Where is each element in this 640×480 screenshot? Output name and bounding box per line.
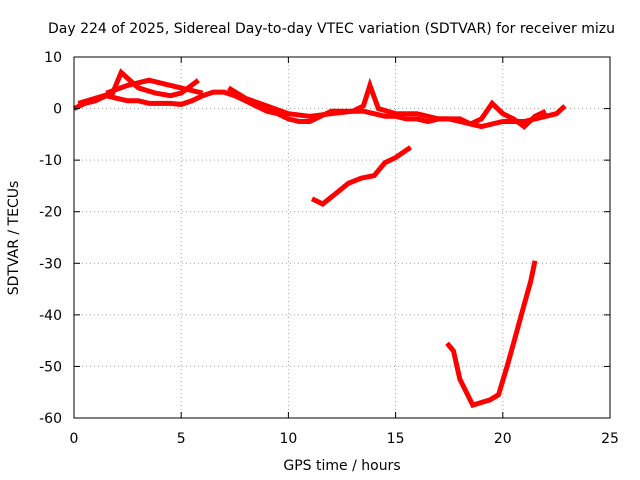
series-line-track-d xyxy=(227,77,547,130)
y-tick-label: -60 xyxy=(39,411,62,427)
y-tick-label: -30 xyxy=(39,256,62,272)
x-tick-label: 20 xyxy=(494,431,512,447)
series-line-track-e xyxy=(310,145,413,207)
y-tick-label: -10 xyxy=(39,153,62,169)
series-line-track-b xyxy=(77,68,200,106)
y-tick-labels: 10 0 -10 -20 -30 -40 -50 -60 xyxy=(39,50,62,427)
x-tick-labels: 0 5 10 15 20 25 xyxy=(70,431,619,447)
y-tick-label: -40 xyxy=(39,308,62,324)
x-tick-label: 25 xyxy=(601,431,619,447)
tick-marks xyxy=(73,56,611,419)
x-tick-label: 0 xyxy=(70,431,79,447)
data-series-group xyxy=(72,68,567,409)
y-tick-label: 10 xyxy=(44,50,62,66)
y-tick-label: -50 xyxy=(39,359,62,375)
series-line-track-c xyxy=(105,77,204,96)
y-tick-label: 0 xyxy=(53,102,62,118)
x-tick-label: 10 xyxy=(279,431,297,447)
y-tick-label: -20 xyxy=(39,205,62,221)
y-axis-label: SDTVAR / TECUs xyxy=(6,181,22,296)
chart-title: Day 224 of 2025, Sidereal Day-to-day VTE… xyxy=(48,21,615,37)
series-line-track-a xyxy=(72,89,567,130)
series-line-track-f xyxy=(445,260,538,409)
x-tick-label: 5 xyxy=(177,431,186,447)
x-tick-label: 15 xyxy=(387,431,405,447)
x-axis-label: GPS time / hours xyxy=(283,458,400,474)
plot-frame xyxy=(73,56,611,419)
